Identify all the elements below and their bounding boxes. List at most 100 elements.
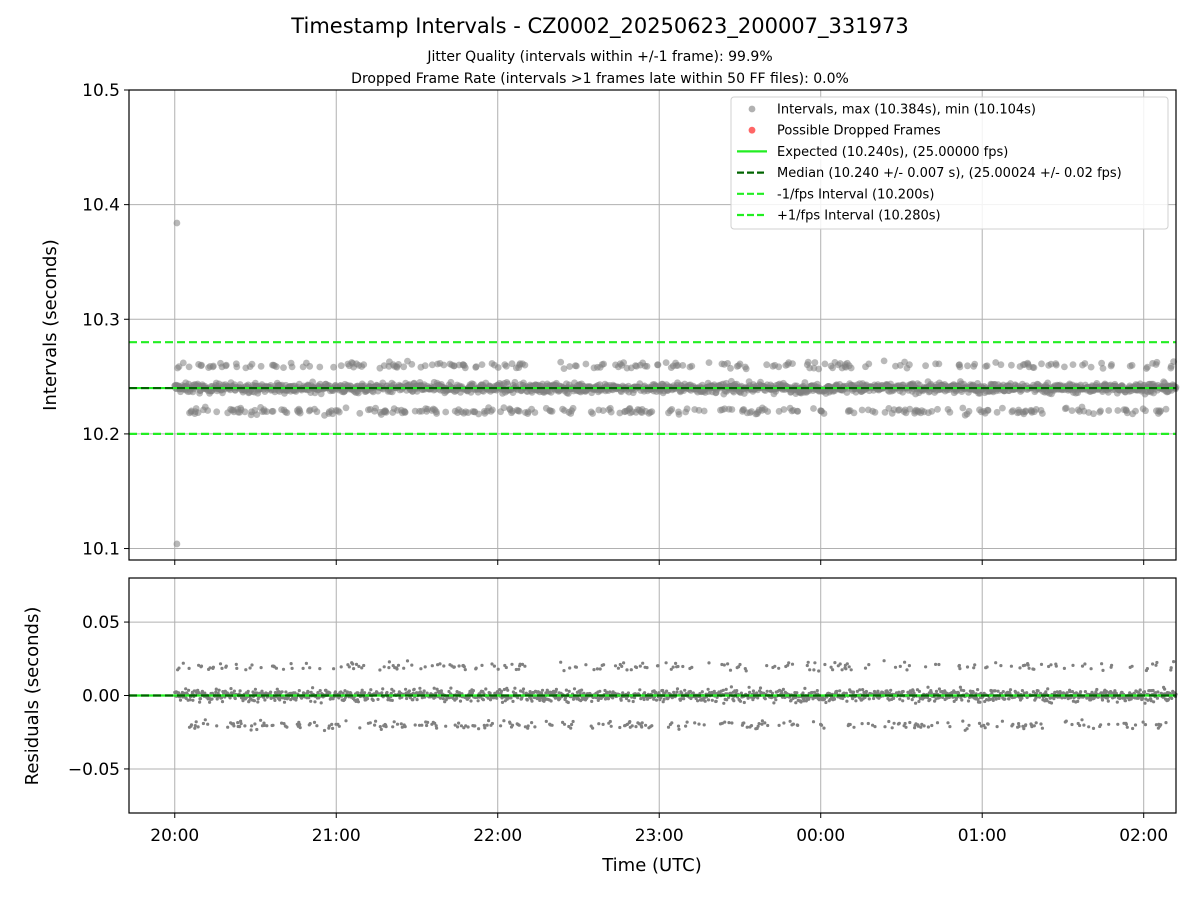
interval-point xyxy=(1044,379,1052,387)
residual-point xyxy=(914,701,918,705)
residual-point xyxy=(790,662,795,666)
residual-point xyxy=(929,690,933,695)
interval-point xyxy=(475,410,482,418)
residual-point xyxy=(1020,689,1024,693)
residual-point xyxy=(241,699,245,703)
residual-point xyxy=(352,667,356,671)
residual-point xyxy=(806,660,810,664)
residual-point xyxy=(608,719,612,724)
residual-point xyxy=(745,725,749,729)
residual-point xyxy=(285,725,289,729)
residual-point xyxy=(786,663,790,667)
residual-point xyxy=(379,727,383,732)
residual-point xyxy=(1154,723,1158,727)
residual-point xyxy=(514,691,518,696)
residual-point xyxy=(580,688,584,692)
residual-point xyxy=(490,662,494,666)
interval-point xyxy=(233,363,241,371)
residual-point xyxy=(345,690,349,694)
residual-point xyxy=(947,695,952,700)
residual-point xyxy=(935,721,940,725)
reference-lines xyxy=(129,341,1176,436)
residual-point xyxy=(526,724,530,728)
residual-point xyxy=(463,668,467,672)
residual-point xyxy=(220,700,225,704)
interval-point xyxy=(502,362,510,370)
top-y-tick-label: 10.4 xyxy=(82,196,120,216)
residual-point xyxy=(824,700,828,705)
residual-point xyxy=(643,691,647,695)
residual-point xyxy=(238,725,242,729)
interval-point xyxy=(442,408,450,416)
residual-point xyxy=(438,662,442,666)
residual-point xyxy=(1036,689,1040,693)
residual-point xyxy=(351,662,355,666)
residual-point xyxy=(239,722,243,726)
residual-point xyxy=(521,690,525,694)
residual-point xyxy=(514,667,518,672)
residual-point xyxy=(1091,726,1096,731)
residual-point xyxy=(554,687,559,692)
residual-point xyxy=(455,690,459,694)
residual-point xyxy=(725,698,729,702)
interval-point xyxy=(794,408,802,415)
x-tick-label: 20:00 xyxy=(150,826,199,846)
residual-point xyxy=(187,666,191,671)
interval-point xyxy=(648,408,656,415)
interval-point xyxy=(865,360,873,368)
residual-point xyxy=(682,697,686,701)
residual-point xyxy=(628,720,632,724)
residual-point xyxy=(308,666,312,670)
residual-point xyxy=(691,691,695,695)
residual-point xyxy=(354,662,359,667)
bottom-y-axis-label: Residuals (seconds) xyxy=(22,607,43,786)
residual-point xyxy=(255,727,259,732)
interval-point xyxy=(1128,361,1136,369)
residual-point xyxy=(842,691,846,695)
residual-point xyxy=(584,663,588,667)
residual-point xyxy=(749,724,754,728)
residual-point xyxy=(961,719,965,723)
residual-point xyxy=(1032,667,1036,671)
interval-point xyxy=(273,363,280,371)
interval-point xyxy=(1099,365,1107,372)
residual-point xyxy=(697,722,701,726)
residual-point xyxy=(729,685,734,689)
residual-point xyxy=(265,724,269,728)
interval-point xyxy=(810,405,817,412)
residual-point xyxy=(572,687,577,691)
interval-point xyxy=(906,361,913,369)
legend-marker xyxy=(748,105,756,113)
residual-point xyxy=(418,686,422,690)
residual-point xyxy=(934,689,939,694)
residual-point xyxy=(1104,689,1108,694)
residual-point xyxy=(1070,722,1074,727)
residual-point xyxy=(194,720,198,724)
residual-point xyxy=(214,687,218,691)
interval-point xyxy=(335,408,343,416)
residual-point xyxy=(926,725,931,729)
residual-point xyxy=(966,699,971,703)
residual-point xyxy=(432,686,436,690)
residual-point xyxy=(442,664,446,668)
residual-point xyxy=(598,667,602,671)
interval-point xyxy=(662,359,670,366)
interval-point xyxy=(679,362,687,369)
residual-point xyxy=(510,662,514,666)
residual-point xyxy=(488,691,492,695)
residual-point xyxy=(419,667,423,671)
residual-point xyxy=(606,697,611,701)
residual-point xyxy=(1118,696,1122,701)
residual-point xyxy=(829,665,833,669)
residual-point xyxy=(189,723,194,727)
residual-point xyxy=(566,700,570,705)
interval-point xyxy=(1038,360,1045,368)
residual-point xyxy=(444,724,448,728)
residual-point xyxy=(249,728,253,732)
bottom-y-tick-label: −0.05 xyxy=(68,760,120,780)
residual-point xyxy=(848,722,852,727)
residual-point xyxy=(1155,660,1159,665)
residual-point xyxy=(676,664,680,669)
residual-point xyxy=(502,687,506,692)
interval-point xyxy=(668,406,676,413)
